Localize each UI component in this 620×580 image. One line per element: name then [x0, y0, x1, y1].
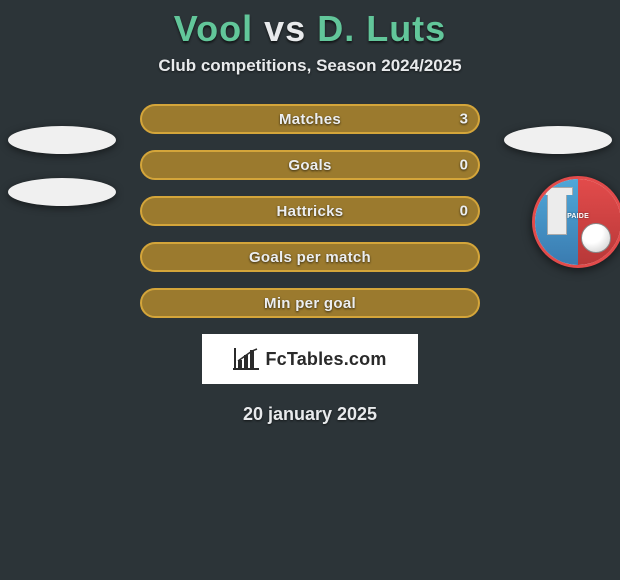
branding-badge[interactable]: FcTables.com [202, 334, 418, 384]
stat-label: Hattricks [277, 203, 344, 220]
stat-right-value: 0 [460, 203, 468, 220]
stat-row-goals: Goals 0 [140, 150, 480, 180]
badge-text: PAIDE [535, 213, 620, 220]
stat-label: Goals per match [249, 249, 371, 266]
player2-avatar-placeholder [504, 126, 612, 154]
page-title: Vool vs D. Luts [0, 0, 620, 56]
branding-text: FcTables.com [265, 349, 386, 370]
date-label: 20 january 2025 [0, 404, 620, 425]
title-player1: Vool [174, 8, 253, 49]
stat-row-hattricks: Hattricks 0 [140, 196, 480, 226]
player2-club-badge: PAIDE [532, 176, 620, 268]
stat-label: Matches [279, 111, 341, 128]
badge-ball-icon [581, 223, 611, 253]
title-vs: vs [264, 8, 306, 49]
stat-label: Goals [288, 157, 331, 174]
stat-row-min-per-goal: Min per goal [140, 288, 480, 318]
stat-right-value: 0 [460, 157, 468, 174]
stat-label: Min per goal [264, 295, 356, 312]
player1-club-placeholder [8, 178, 116, 206]
stats-container: Matches 3 Goals 0 Hattricks 0 Goals per … [140, 104, 480, 318]
stat-right-value: 3 [460, 111, 468, 128]
bar-chart-icon [233, 348, 259, 370]
player1-avatar-placeholder [8, 126, 116, 154]
stat-row-goals-per-match: Goals per match [140, 242, 480, 272]
title-player2: D. Luts [317, 8, 446, 49]
subtitle: Club competitions, Season 2024/2025 [0, 56, 620, 76]
stat-row-matches: Matches 3 [140, 104, 480, 134]
